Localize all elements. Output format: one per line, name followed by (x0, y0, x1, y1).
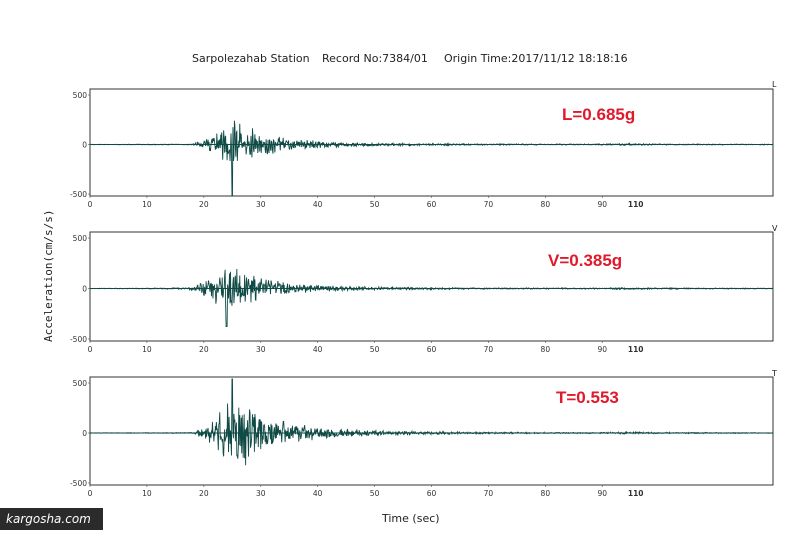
x-tick-label: 10 (142, 200, 152, 209)
x-tick-label: 70 (484, 200, 494, 209)
origin-time: Origin Time:2017/11/12 18:18:16 (444, 52, 628, 65)
x-tick-label: 20 (199, 489, 209, 498)
x-tick-label: 40 (313, 489, 323, 498)
x-tick-label: 30 (256, 489, 266, 498)
y-tick-label: 500 (73, 379, 88, 388)
x-tick-label: 0 (88, 489, 93, 498)
x-axis-label: Time (sec) (381, 512, 440, 525)
acceleration-trace (89, 120, 774, 196)
x-end-label: 110 (628, 200, 644, 209)
x-tick-label: 50 (370, 489, 380, 498)
x-tick-label: 50 (370, 200, 380, 209)
x-tick-label: 60 (427, 345, 437, 354)
component-letter: L (772, 80, 777, 89)
x-tick-label: 80 (541, 345, 551, 354)
y-tick-label: 0 (82, 141, 87, 150)
x-tick-label: 40 (313, 345, 323, 354)
x-tick-label: 0 (88, 345, 93, 354)
watermark: kargosha.com (0, 508, 103, 530)
x-end-label: 110 (628, 489, 644, 498)
x-tick-label: 20 (199, 200, 209, 209)
plot-frame-V (89, 231, 774, 342)
x-tick-label: 10 (142, 345, 152, 354)
component-letter: T (771, 369, 777, 378)
component-letter: V (772, 224, 778, 233)
acceleration-trace (89, 268, 774, 328)
pga-annotation: L=0.685g (562, 105, 635, 124)
x-tick-label: 80 (541, 489, 551, 498)
pga-annotation: T=0.553 (556, 388, 619, 407)
x-tick-label: 30 (256, 200, 266, 209)
plot-frame-T (89, 376, 774, 486)
pga-annotation: V=0.385g (548, 251, 622, 270)
x-end-label: 110 (628, 345, 644, 354)
x-tick-label: 10 (142, 489, 152, 498)
x-tick-label: 90 (597, 345, 607, 354)
y-tick-label: 0 (82, 285, 87, 294)
x-tick-label: 60 (427, 489, 437, 498)
y-tick-label: -500 (70, 479, 87, 488)
x-tick-label: 30 (256, 345, 266, 354)
x-tick-label: 0 (88, 200, 93, 209)
x-tick-label: 90 (597, 200, 607, 209)
acceleration-trace (89, 378, 774, 466)
station-name: Sarpolezahab Station (192, 52, 310, 65)
x-tick-label: 80 (541, 200, 551, 209)
x-tick-label: 60 (427, 200, 437, 209)
y-tick-label: 500 (73, 91, 88, 100)
x-tick-label: 20 (199, 345, 209, 354)
y-tick-label: -500 (70, 190, 87, 199)
y-tick-label: 0 (82, 429, 87, 438)
x-tick-label: 40 (313, 200, 323, 209)
x-tick-label: 90 (597, 489, 607, 498)
x-tick-label: 70 (484, 489, 494, 498)
x-tick-label: 50 (370, 345, 380, 354)
x-tick-label: 70 (484, 345, 494, 354)
y-tick-label: -500 (70, 335, 87, 344)
record-number: Record No:7384/01 (322, 52, 428, 65)
plot-frame-L (89, 88, 774, 197)
y-axis-label: Acceleration(cm/s/s) (42, 210, 55, 342)
y-tick-label: 500 (73, 234, 88, 243)
